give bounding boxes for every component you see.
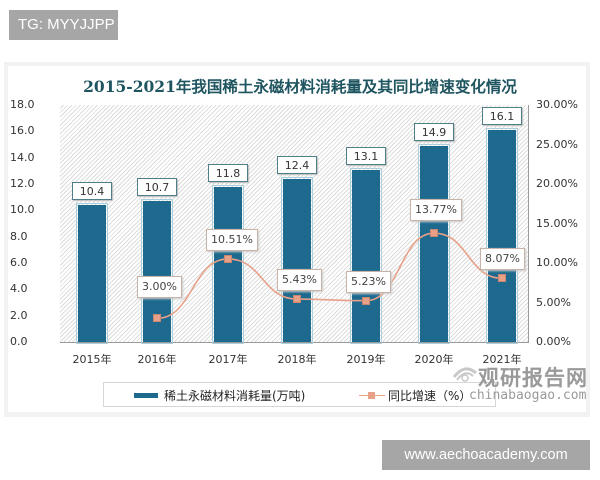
line-marker-icon [430,229,438,238]
y-left-tick-label: 0.0 [10,335,28,348]
bar [486,128,518,344]
line-marker-icon [498,274,506,283]
growth-value-label: 5.43% [277,269,322,292]
y-right-tick-label: 20.00% [536,177,578,190]
y-left-tick-label: 4.0 [10,282,28,296]
legend-line-label: 同比增速（%） [388,389,472,403]
bar [350,167,382,344]
growth-value-label: 13.77% [410,199,462,222]
watermark-tag-bottom: www.aechoacademy.com [382,440,590,470]
bar-value-label: 10.7 [137,178,177,197]
line-marker-icon [224,254,232,263]
chart-title: 2015-2021年我国稀土永磁材料消耗量及其同比增速变化情况 [83,77,517,96]
bar [281,176,313,344]
line-marker-icon [153,314,161,323]
x-tick-label: 2015年 [72,353,112,366]
source-watermark-en: chinabaogao.com [469,388,587,403]
source-logo-icon [452,367,478,382]
bar-value-label: 11.8 [208,163,248,182]
y-left-tick-label: 12.0 [10,177,35,190]
x-tick-label: 2021年 [482,353,522,366]
chart-legend: 稀土永磁材料消耗量(万吨) 同比增速（%） [103,382,496,407]
y-left-tick-label: 2.0 [10,308,28,322]
y-right-tick-label: 0.00% [536,335,571,348]
source-watermark-cn: 观研报告网 [478,366,588,390]
y-right-tick-label: 10.00% [536,256,578,269]
line-marker-icon [362,296,370,305]
y-left-tick-label: 10.0 [10,203,35,217]
x-tick-label: 2020年 [414,353,454,366]
watermark-tag-top: TG: MYYJJPP [9,10,118,40]
x-axis-line [60,342,528,343]
bar [418,143,450,344]
y-left-tick-label: 16.0 [10,124,35,138]
legend-bar-swatch-icon [134,393,158,398]
bar-value-label: 16.1 [482,107,522,126]
legend-marker-icon [368,392,375,399]
y-right-tick-label: 25.00% [536,137,578,151]
bar-value-label: 13.1 [346,146,386,165]
bar-value-label: 12.4 [277,155,317,174]
growth-value-label: 10.51% [206,228,258,251]
growth-value-label: 5.23% [346,270,391,293]
y-right-tick-label: 5.00% [536,295,571,309]
bar-value-label: 14.9 [414,122,454,141]
y-left-tick-label: 14.0 [10,150,35,164]
y-right-tick-label: 15.00% [536,216,578,230]
line-marker-icon [293,295,301,304]
x-tick-label: 2017年 [208,353,248,366]
bar-value-label: 10.4 [72,182,112,201]
y-left-tick-label: 8.0 [10,229,28,243]
y-left-tick-label: 6.0 [10,256,28,269]
bar [212,184,244,344]
growth-value-label: 8.07% [480,248,525,271]
x-tick-label: 2018年 [277,353,317,366]
y-left-tick-label: 18.0 [10,98,35,111]
y-right-tick-label: 30.00% [536,98,578,111]
y-axis-right-line [528,105,529,343]
x-tick-label: 2016年 [137,353,177,366]
x-tick-label: 2019年 [346,353,386,366]
legend-bar-label: 稀土永磁材料消耗量(万吨) [164,389,306,403]
growth-value-label: 3.00% [137,276,182,299]
bar [76,203,108,344]
